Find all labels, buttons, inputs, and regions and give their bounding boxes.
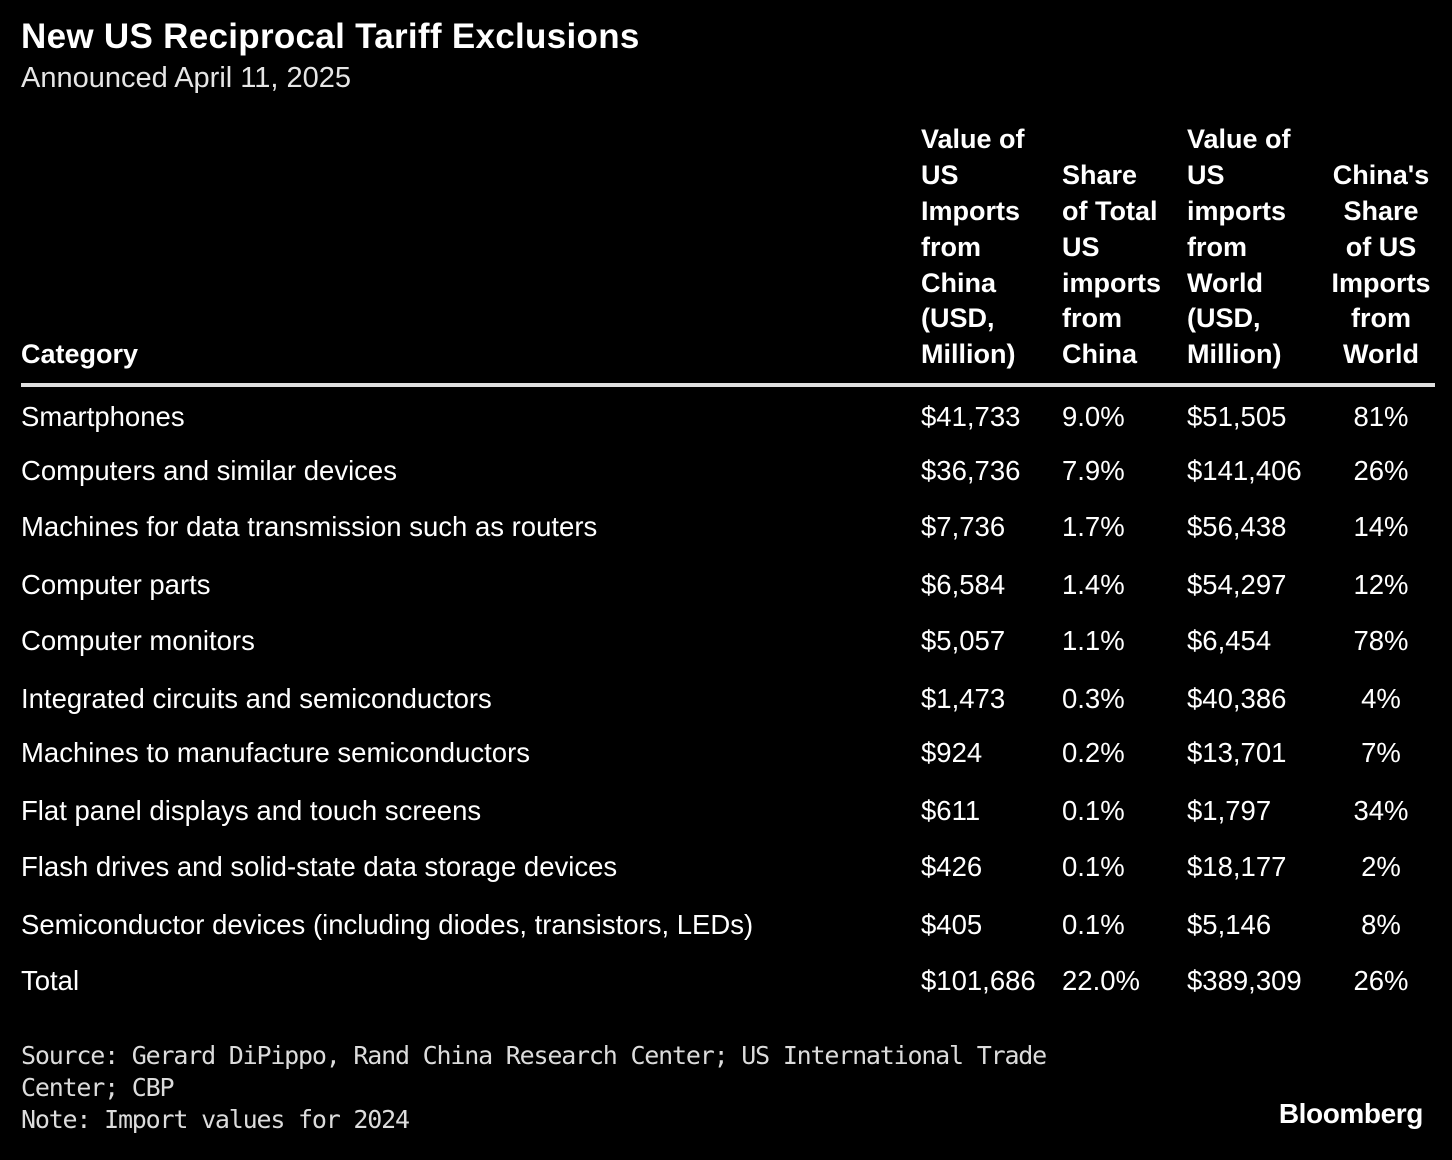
- footer: Source: Gerard DiPippo, Rand China Resea…: [21, 1040, 1061, 1136]
- row-value: $1,797: [1187, 795, 1272, 826]
- row-category: Computers and similar devices: [21, 455, 397, 486]
- import-note: Note: Import values for 2024: [21, 1105, 410, 1134]
- row-value: $36,736: [921, 455, 1021, 486]
- row-value: 12%: [1353, 569, 1409, 600]
- column-header-3: Value of US imports from World (USD, Mil…: [1187, 124, 1291, 370]
- row-category: Machines for data transmission such as r…: [21, 511, 598, 542]
- row-value: $18,177: [1187, 851, 1287, 882]
- row-value: 1.7%: [1062, 511, 1125, 542]
- row-value: $141,406: [1187, 455, 1302, 486]
- row-category: Machines to manufacture semiconductors: [21, 737, 530, 768]
- row-value: 14%: [1353, 511, 1409, 542]
- row-value: $611: [921, 795, 981, 826]
- row-value: 0.1%: [1062, 909, 1125, 940]
- row-value: 81%: [1353, 401, 1409, 432]
- row-value: 26%: [1353, 965, 1409, 996]
- row-value: $6,454: [1187, 625, 1272, 656]
- bloomberg-logo: Bloomberg: [1278, 1098, 1424, 1129]
- row-value: 0.2%: [1062, 737, 1125, 768]
- row-value: $426: [921, 851, 983, 882]
- row-value: 0.3%: [1062, 683, 1125, 714]
- column-header-1: Value of US Imports from China (USD, Mil…: [921, 124, 1025, 370]
- row-category: Computer monitors: [21, 625, 255, 656]
- row-category: Smartphones: [21, 401, 185, 432]
- row-value: $51,505: [1187, 401, 1287, 432]
- header-rule: [21, 383, 1435, 387]
- chart-title: New US Reciprocal Tariff Exclusions: [21, 17, 640, 56]
- source-note: Source: Gerard DiPippo, Rand China Resea…: [21, 1041, 1060, 1102]
- row-value: $56,438: [1187, 511, 1287, 542]
- row-value: $5,057: [921, 625, 1006, 656]
- row-value: 26%: [1353, 455, 1409, 486]
- row-value: 7%: [1361, 737, 1401, 768]
- row-value: $13,701: [1187, 737, 1287, 768]
- row-value: 78%: [1353, 625, 1409, 656]
- row-value: $54,297: [1187, 569, 1287, 600]
- column-header-4: China's Share of US Imports from World: [1331, 160, 1431, 370]
- row-value: 2%: [1361, 851, 1401, 882]
- row-value: 9.0%: [1062, 401, 1125, 432]
- column-header-2: Share of Total US imports from China: [1062, 160, 1162, 370]
- row-value: 1.1%: [1062, 625, 1125, 656]
- row-value: $6,584: [921, 569, 1006, 600]
- row-value: 0.1%: [1062, 795, 1125, 826]
- row-category: Flat panel displays and touch screens: [21, 795, 482, 826]
- row-value: $7,736: [921, 511, 1006, 542]
- row-value: 1.4%: [1062, 569, 1125, 600]
- row-category: Semiconductor devices (including diodes,…: [21, 909, 754, 940]
- row-category: Integrated circuits and semiconductors: [21, 683, 492, 714]
- row-value: 7.9%: [1062, 455, 1125, 486]
- row-value: 34%: [1353, 795, 1409, 826]
- row-value: $101,686: [921, 965, 1036, 996]
- row-value: $405: [921, 909, 983, 940]
- row-value: 0.1%: [1062, 851, 1125, 882]
- row-value: $5,146: [1187, 909, 1272, 940]
- row-category: Flash drives and solid-state data storag…: [21, 851, 618, 882]
- row-category: Computer parts: [21, 569, 211, 600]
- row-value: 8%: [1361, 909, 1401, 940]
- row-value: 22.0%: [1062, 965, 1140, 996]
- row-category: Total: [21, 965, 80, 996]
- row-value: 4%: [1361, 683, 1401, 714]
- row-value: $40,386: [1187, 683, 1287, 714]
- row-value: $389,309: [1187, 965, 1302, 996]
- chart-subtitle: Announced April 11, 2025: [21, 62, 352, 94]
- column-header-0: Category: [21, 339, 139, 370]
- row-value: $924: [921, 737, 983, 768]
- row-value: $1,473: [921, 683, 1006, 714]
- row-value: $41,733: [921, 401, 1021, 432]
